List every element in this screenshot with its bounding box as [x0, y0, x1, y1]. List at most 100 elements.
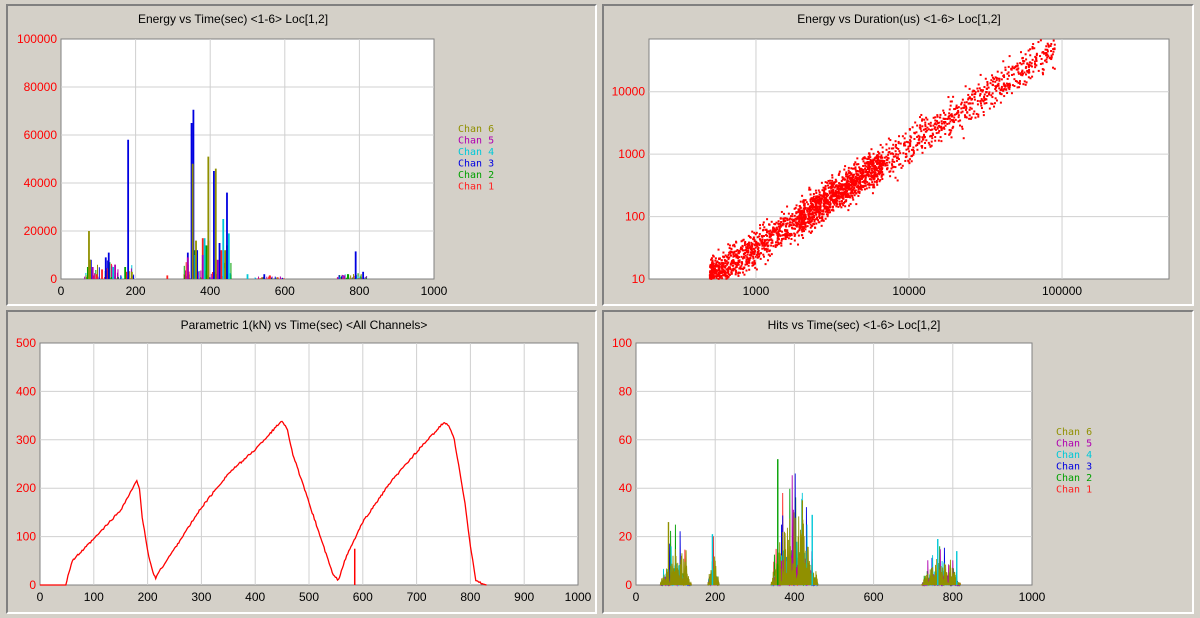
scatter-point	[841, 193, 844, 196]
scatter-point	[1035, 59, 1038, 62]
scatter-point	[921, 146, 924, 149]
scatter-point	[748, 244, 751, 247]
scatter-point	[832, 192, 835, 195]
scatter-point	[1035, 52, 1038, 55]
scatter-point	[1016, 86, 1019, 89]
scatter-point	[838, 187, 841, 190]
scatter-point	[761, 244, 764, 247]
scatter-point	[995, 89, 998, 92]
scatter-point	[842, 184, 845, 187]
scatter-point	[868, 153, 871, 156]
scatter-point	[968, 114, 971, 117]
scatter-point	[998, 87, 1001, 90]
scatter-point	[881, 171, 884, 174]
scatter-point	[723, 262, 726, 265]
scatter-point	[819, 204, 822, 207]
scatter-point	[849, 179, 852, 182]
scatter-point	[770, 241, 773, 244]
scatter-point	[1041, 62, 1044, 65]
scatter-point	[837, 205, 840, 208]
scatter-point	[752, 257, 755, 260]
scatter-point	[951, 127, 954, 130]
scatter-point	[994, 97, 997, 100]
scatter-point	[841, 196, 844, 199]
x-tick-label: 400	[200, 284, 220, 298]
scatter-point	[809, 208, 812, 211]
scatter-point	[868, 170, 871, 173]
scatter-point	[820, 199, 823, 202]
scatter-point	[948, 108, 951, 111]
scatter-point	[867, 161, 870, 164]
scatter-point	[866, 170, 869, 173]
scatter-point	[896, 179, 899, 182]
scatter-point	[879, 143, 882, 146]
scatter-point	[861, 172, 864, 175]
scatter-point	[864, 167, 867, 170]
scatter-point	[1018, 81, 1021, 84]
scatter-point	[834, 200, 837, 203]
plot-area	[60, 38, 435, 280]
scatter-point	[865, 169, 868, 172]
scatter-point	[710, 258, 713, 261]
scatter-point	[749, 251, 752, 254]
y-tick-label: 400	[16, 384, 36, 398]
scatter-point	[727, 253, 730, 256]
scatter-point	[1053, 47, 1056, 50]
scatter-point	[832, 195, 835, 198]
scatter-point	[979, 100, 982, 103]
y-tick-label: 10	[632, 272, 646, 286]
scatter-point	[848, 188, 851, 191]
scatter-point	[803, 227, 806, 230]
scatter-point	[898, 163, 901, 166]
scatter-point	[816, 210, 819, 213]
bars	[84, 109, 368, 279]
scatter-point	[850, 172, 853, 175]
scatter-point	[792, 224, 795, 227]
scatter-point	[859, 178, 862, 181]
scatter-point	[806, 217, 809, 220]
x-tick-label: 200	[138, 590, 158, 604]
scatter-point	[839, 192, 842, 195]
scatter-point	[876, 157, 879, 160]
scatter-point	[821, 213, 824, 216]
scatter-point	[769, 238, 772, 241]
scatter-point	[806, 209, 809, 212]
scatter-point	[775, 241, 778, 244]
scatter-point	[1003, 95, 1006, 98]
scatter-point	[822, 203, 825, 206]
scatter-point	[857, 181, 860, 184]
scatter-point	[901, 135, 904, 138]
scatter-point	[880, 174, 883, 177]
scatter-point	[715, 265, 718, 268]
scatter-point	[717, 277, 720, 280]
scatter-point	[886, 164, 889, 167]
y-tick-label: 40000	[24, 176, 58, 190]
scatter-point	[840, 183, 843, 186]
scatter-point	[895, 159, 898, 162]
grid	[61, 39, 434, 279]
scatter-point	[714, 263, 717, 266]
scatter-point	[824, 193, 827, 196]
scatter-point	[903, 141, 906, 144]
scatter-point	[770, 238, 773, 241]
scatter-point	[746, 244, 749, 247]
scatter-point	[804, 218, 807, 221]
scatter-point	[752, 255, 755, 258]
scatter-point	[854, 182, 857, 185]
scatter-point	[998, 91, 1001, 94]
scatter-point	[742, 252, 745, 255]
scatter-point	[837, 187, 840, 190]
scatter-point	[765, 228, 768, 231]
scatter-point	[921, 136, 924, 139]
scatter-point	[818, 200, 821, 203]
scatter-point	[895, 147, 898, 150]
y-tick-label: 100	[612, 336, 632, 350]
scatter-point	[754, 262, 757, 265]
scatter-point	[834, 189, 837, 192]
scatter-point	[986, 81, 989, 84]
scatter-point	[713, 269, 716, 272]
scatter-point	[715, 272, 718, 275]
scatter-point	[836, 194, 839, 197]
scatter-point	[861, 173, 864, 176]
scatter-point	[785, 230, 788, 233]
